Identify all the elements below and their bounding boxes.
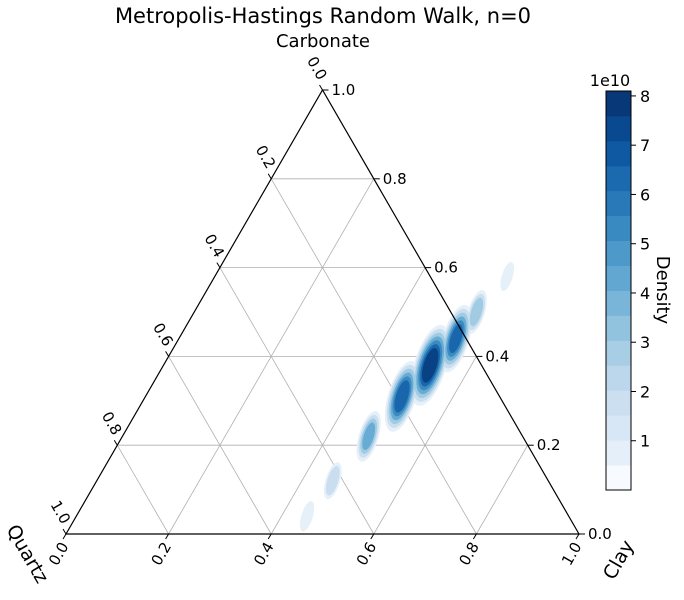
colorbar-level [606, 140, 631, 167]
tick-mark [267, 173, 272, 180]
tick-mark [62, 533, 67, 540]
tick-mark [216, 262, 221, 268]
tick-mark [472, 533, 477, 540]
right-tick-label: 0.2 [537, 436, 561, 454]
bottom-tick-label: 0.8 [455, 539, 483, 569]
colorbar-tick-label: 5 [640, 235, 650, 254]
density-blob [500, 261, 514, 292]
triangle-frame [64, 88, 581, 535]
colorbar-level [606, 340, 631, 366]
colorbar-level [606, 415, 631, 441]
density-blob [394, 380, 410, 413]
colorbar-level [606, 440, 631, 466]
colorbar-offset-text: 1e10 [590, 71, 630, 90]
colorbar-frame [605, 90, 632, 491]
carbonate-axis-label: Carbonate [276, 31, 370, 52]
left-tick-label: 1.0 [47, 497, 75, 527]
bottom-tick-label: 0.6 [353, 539, 381, 569]
density-blob [469, 297, 484, 327]
colorbar-level [606, 240, 631, 266]
left-tick-label: 0.4 [201, 231, 229, 261]
colorbar-tick-label: 8 [640, 87, 650, 106]
colorbar-level [606, 365, 631, 391]
bottom-tick-label: 0.2 [148, 539, 176, 569]
quartz-axis-label: Quartz [2, 521, 53, 587]
colorbar-level [606, 290, 631, 316]
density-blob [449, 324, 463, 354]
colorbar-tick-label: 1 [640, 432, 650, 451]
colorbar-tick-label: 6 [640, 185, 650, 204]
grid-line [270, 267, 426, 535]
density-blob [325, 465, 340, 496]
colorbar-level [606, 115, 631, 142]
tick-mark [165, 351, 170, 357]
grid-line [476, 444, 529, 535]
tick-mark [165, 533, 170, 540]
right-tick-label: 0.8 [383, 170, 407, 188]
colorbar-level [606, 390, 631, 416]
tick-mark [62, 528, 67, 535]
colorbar-level [606, 165, 631, 192]
colorbar-level [606, 91, 631, 117]
right-tick-label: 0.0 [588, 525, 612, 543]
right-tick-label: 0.6 [434, 259, 458, 277]
colorbar-level [606, 215, 631, 242]
grid-line [168, 356, 272, 535]
grid-line [116, 444, 169, 535]
bottom-tick-label: 0.0 [45, 539, 73, 569]
colorbar-tick-label: 4 [640, 284, 650, 303]
tick-mark [370, 533, 375, 540]
density-contours [299, 261, 514, 532]
tick-mark [267, 533, 272, 540]
tick-mark [575, 533, 580, 540]
right-tick-label: 1.0 [332, 81, 356, 99]
colorbar-tick-label: 2 [640, 382, 650, 401]
density-blob [362, 422, 376, 451]
tick-mark [319, 84, 323, 91]
grid-line [219, 267, 375, 535]
colorbar-tick-label: 3 [640, 333, 650, 352]
bottom-tick-label: 0.4 [250, 539, 278, 569]
colorbar-level [606, 190, 631, 217]
grid-lines [116, 178, 529, 535]
chart-title: Metropolis-Hastings Random Walk, n=0 [115, 4, 531, 28]
colorbar-level [606, 315, 631, 341]
left-tick-label: 0.8 [98, 409, 126, 439]
colorbar: 1 2 3 4 5 6 7 8 [605, 87, 650, 491]
left-tick-label: 0.2 [252, 142, 280, 172]
colorbar-tick-label: 7 [640, 136, 650, 155]
grid-line [373, 356, 477, 535]
left-tick-label: 0.6 [149, 320, 177, 350]
colorbar-level [606, 265, 631, 291]
colorbar-label: Density [652, 256, 673, 325]
tick-mark [113, 439, 118, 446]
density-blob [299, 500, 315, 532]
density-blob [421, 347, 439, 383]
colorbar-level [606, 465, 631, 491]
clay-axis-label: Clay [599, 537, 639, 584]
right-tick-label: 0.4 [485, 347, 509, 365]
left-tick-label: 0.0 [303, 53, 331, 83]
bottom-tick-label: 1.0 [558, 539, 586, 569]
